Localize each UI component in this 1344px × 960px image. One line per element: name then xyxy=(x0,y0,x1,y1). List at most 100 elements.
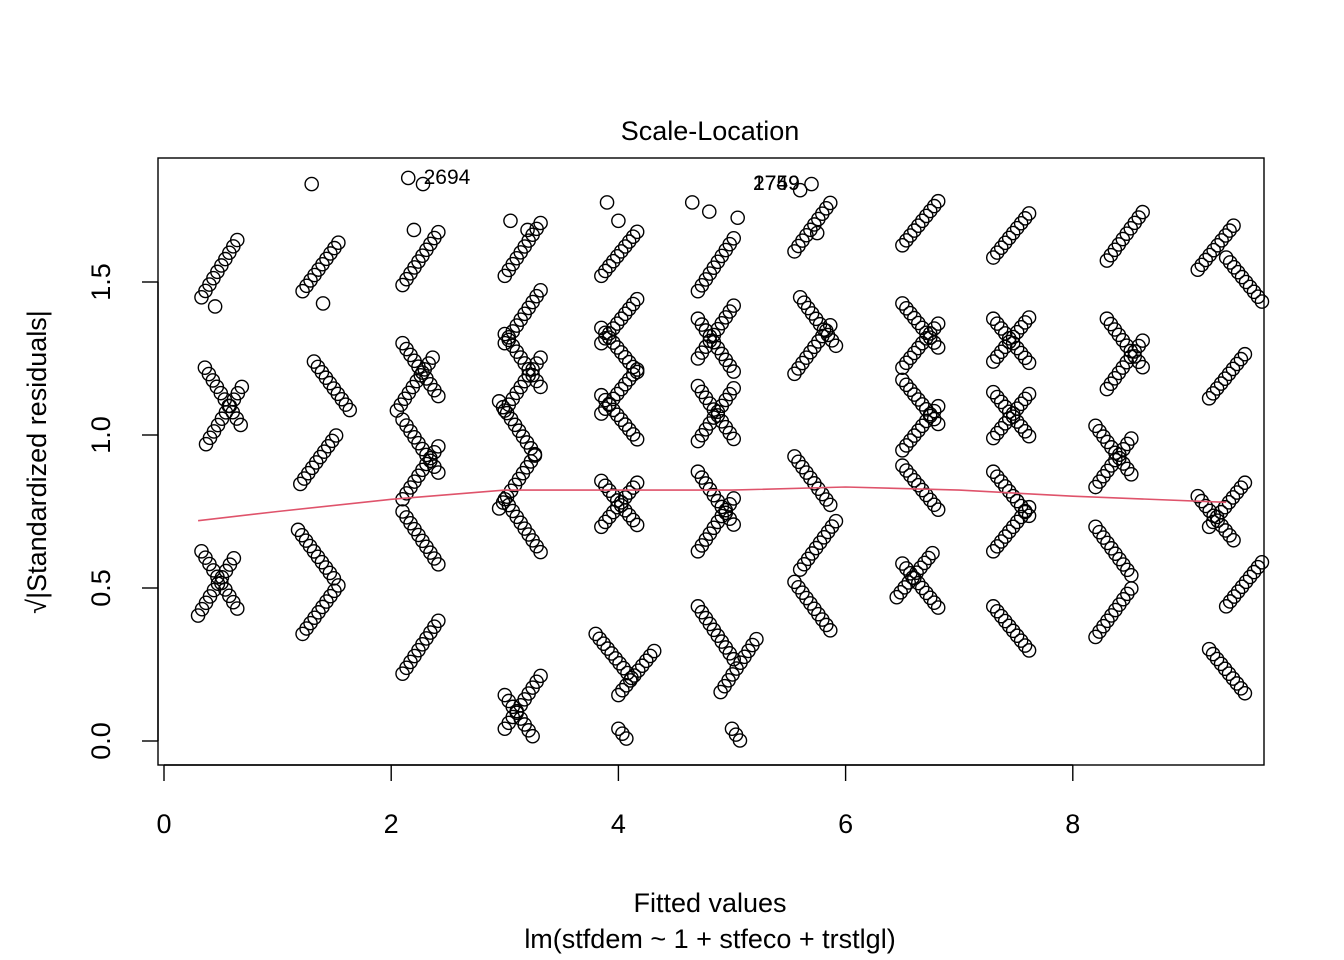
data-point xyxy=(907,472,922,488)
data-point xyxy=(602,509,617,525)
data-point xyxy=(701,204,717,219)
data-point xyxy=(625,480,641,495)
data-point xyxy=(1210,237,1225,253)
data-point xyxy=(1124,466,1139,482)
data-point xyxy=(989,469,1005,484)
data-point xyxy=(1226,589,1242,604)
data-point xyxy=(1250,289,1266,304)
y-tick-label: 1.0 xyxy=(86,416,116,454)
data-point xyxy=(1230,584,1246,599)
chart-subtitle: lm(stfdem ~ 1 + stfeco + trstlgl) xyxy=(524,924,895,954)
data-point xyxy=(930,600,946,615)
data-point xyxy=(993,474,1009,489)
data-point xyxy=(1009,628,1025,644)
data-point xyxy=(914,397,930,412)
data-point xyxy=(602,326,617,341)
data-point xyxy=(1009,493,1025,509)
data-point xyxy=(629,224,645,240)
data-point xyxy=(1206,242,1221,258)
data-point xyxy=(989,603,1005,619)
data-point xyxy=(1124,581,1139,596)
data-point xyxy=(1233,480,1249,495)
data-point xyxy=(926,335,942,350)
data-point xyxy=(985,311,1001,327)
data-point xyxy=(1234,579,1250,595)
data-point xyxy=(1214,233,1229,248)
data-point xyxy=(917,555,932,571)
data-point xyxy=(342,402,358,418)
data-point xyxy=(625,427,641,442)
data-point xyxy=(1017,424,1033,439)
data-point xyxy=(1005,329,1021,345)
data-point xyxy=(911,340,926,356)
data-point xyxy=(1135,204,1150,220)
data-point xyxy=(985,250,1001,265)
data-point xyxy=(899,377,914,393)
data-point xyxy=(613,244,629,259)
data-point xyxy=(629,431,645,447)
data-point xyxy=(520,222,535,238)
data-point xyxy=(328,428,344,443)
data-point xyxy=(1198,252,1214,268)
data-point xyxy=(533,379,548,395)
data-point xyxy=(1225,361,1241,377)
data-point xyxy=(893,584,908,600)
data-point xyxy=(989,539,1005,554)
data-point xyxy=(989,245,1005,260)
data-point xyxy=(1242,569,1258,585)
data-point xyxy=(926,595,942,610)
data-point xyxy=(617,376,633,392)
data-point xyxy=(1238,574,1254,590)
data-point xyxy=(1124,431,1139,446)
data-point xyxy=(1254,554,1270,570)
data-point xyxy=(1190,262,1206,278)
data-point xyxy=(605,391,621,407)
data-point xyxy=(1221,366,1237,382)
data-point xyxy=(895,296,910,311)
data-point xyxy=(533,350,548,365)
data-point xyxy=(1021,386,1037,402)
data-point xyxy=(621,234,637,249)
data-point xyxy=(922,203,938,219)
data-point xyxy=(895,458,910,473)
data-point xyxy=(527,448,543,463)
data-point xyxy=(918,413,934,429)
y-tick-label: 1.5 xyxy=(86,263,116,301)
data-point xyxy=(1222,528,1237,543)
data-point xyxy=(630,663,646,678)
data-point xyxy=(598,401,613,416)
data-point xyxy=(922,492,938,508)
chart-title: Scale-Location xyxy=(621,116,800,146)
data-point xyxy=(525,728,540,744)
data-point xyxy=(599,195,615,210)
data-point xyxy=(1226,532,1241,548)
smoother-line xyxy=(198,486,1227,522)
data-point xyxy=(609,407,625,423)
data-point xyxy=(989,389,1005,405)
data-point xyxy=(602,258,617,274)
data-point xyxy=(899,463,914,478)
data-point xyxy=(609,499,625,515)
data-point xyxy=(792,182,808,198)
data-point xyxy=(1246,564,1262,580)
data-point xyxy=(1229,485,1245,500)
data-point xyxy=(911,315,926,331)
data-point xyxy=(625,296,641,312)
data-point xyxy=(822,623,838,638)
data-point xyxy=(926,497,942,513)
data-point xyxy=(899,301,914,316)
data-point xyxy=(1233,351,1249,367)
data-point xyxy=(431,388,446,404)
data-point xyxy=(533,215,548,231)
data-point xyxy=(596,636,611,651)
data-points xyxy=(190,170,1270,748)
data-point xyxy=(926,403,942,419)
data-point xyxy=(930,398,946,414)
data-point xyxy=(229,601,245,616)
data-point xyxy=(1205,646,1221,662)
data-point xyxy=(1213,504,1229,520)
data-point xyxy=(985,430,1001,446)
data-point xyxy=(625,229,641,245)
data-point xyxy=(621,422,637,437)
